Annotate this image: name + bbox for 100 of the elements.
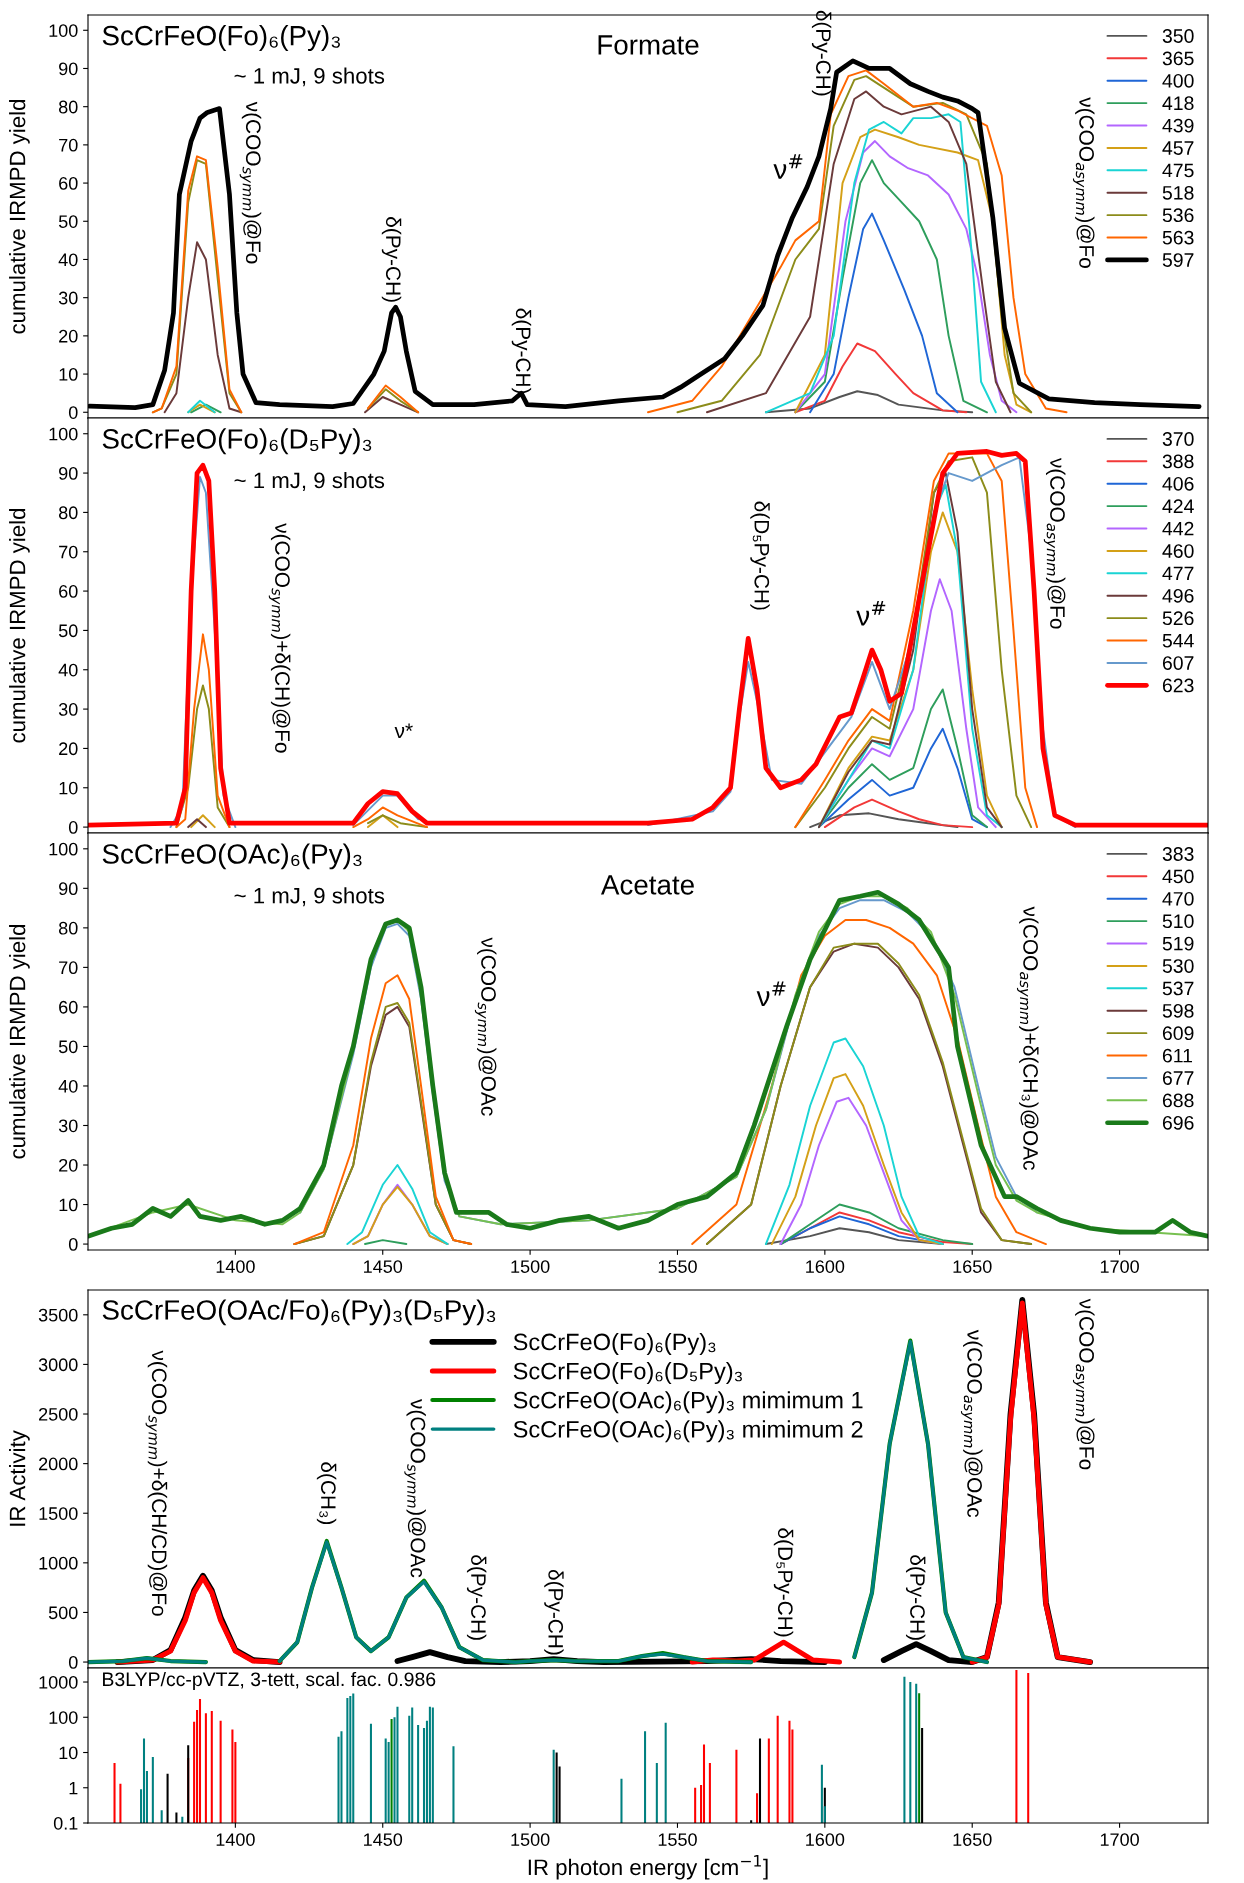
legend-label: 696 (1162, 1115, 1194, 1130)
annotation: δ(Py-CH) (381, 217, 402, 302)
legend-label: 383 (1162, 847, 1194, 861)
annotation: ν(COO$_{symm}$)@OAc (474, 937, 497, 1116)
annotation: δ(Py-CH) (466, 1555, 487, 1640)
legend-label: 623 (1162, 678, 1194, 693)
annotation: ν(COO$_{symm}$)+δ(CH)@Fo (268, 523, 291, 753)
legend-label: 460 (1162, 544, 1194, 558)
y-tick-label: 60 (59, 1000, 78, 1014)
legend-label: ScCrFeO(OAc)₆(Py)₃ mimimum 1 (513, 1391, 863, 1414)
y-tick-label: 100 (49, 24, 78, 37)
y-tick-label: 70 (59, 545, 78, 559)
y-tick-label: 0 (68, 821, 78, 834)
x-tick-label: 1400 (216, 1260, 255, 1273)
legend-label: 477 (1162, 566, 1194, 581)
chart-title: ScCrFeO(Fo)₆(D₅Py)₃ (102, 428, 372, 455)
y-tick-label: 90 (59, 467, 78, 480)
annotation: Acetate (600, 875, 694, 895)
legend-label: 406 (1162, 476, 1194, 491)
annotation: ν(COO$_{symm}$)+δ(CH/CD)@Fo (145, 1350, 168, 1616)
legend-label: ScCrFeO(Fo)₆(Py)₃ (513, 1332, 716, 1355)
legend-label: 350 (1162, 29, 1194, 43)
x-tick-label: 1550 (658, 1260, 697, 1273)
x-tick-label: 1700 (1100, 1260, 1139, 1273)
chart-title: ScCrFeO(Fo)₆(Py)₃ (102, 25, 340, 51)
annotation: ν(COO$_{symm}$)@Fo (239, 101, 262, 264)
y-tick-label: 90 (59, 882, 78, 896)
legend-label: 530 (1162, 959, 1194, 973)
legend-label: 688 (1162, 1093, 1194, 1108)
y-tick-label: 500 (48, 1606, 78, 1620)
y-axis-title: IR Activity (9, 1430, 30, 1526)
legend-label: 519 (1162, 936, 1194, 951)
y-tick-label: 2500 (39, 1407, 78, 1421)
annotation: δ(Py-CH) (905, 1555, 926, 1640)
y-tick-label: 80 (58, 506, 78, 520)
y-tick-label: 3500 (38, 1308, 78, 1322)
legend-label: 365 (1162, 51, 1194, 66)
annotation: ν(COO$_{asymm}$)+δ(CH₃)@OAc (1016, 906, 1039, 1170)
legend-label: 510 (1162, 914, 1194, 929)
y-tick-label: 20 (59, 329, 78, 343)
legend-label: 475 (1162, 163, 1194, 178)
x-tick-label: 1600 (806, 1260, 845, 1273)
y-tick-label: 20 (59, 1158, 78, 1172)
y-tick-label: 50 (58, 215, 78, 228)
legend-label: 442 (1162, 521, 1194, 536)
legend-label: 544 (1162, 633, 1194, 648)
legend-label: 388 (1162, 454, 1194, 469)
text: ~ 1 mJ, 9 shots (234, 887, 385, 907)
x-tick-label: 1450 (364, 1833, 403, 1846)
legend-label: 370 (1162, 432, 1194, 446)
text: ~ 1 mJ, 9 shots (234, 471, 385, 491)
annotation: δ(D₅Py-CH) (750, 501, 770, 610)
x-tick-label: 1500 (511, 1833, 550, 1846)
x-axis-title: IR photon energy [cm$^{−1}$] (528, 1855, 768, 1880)
annotation: ν(COO$_{asymm}$)@Fo (1072, 97, 1095, 268)
x-tick-label: 1500 (511, 1260, 550, 1273)
y-tick-label: 30 (58, 1119, 78, 1133)
y-tick-label: 100 (49, 1711, 78, 1724)
y-tick-label: 2000 (39, 1457, 78, 1471)
legend-label: 536 (1162, 208, 1194, 223)
y-tick-label: 0 (68, 1238, 78, 1251)
y-tick-label: 20 (59, 742, 78, 756)
annotation: δ(CH₃) (316, 1462, 337, 1525)
y-tick-label: 1000 (39, 1556, 78, 1570)
y-tick-label: 40 (58, 663, 78, 677)
legend-label: ScCrFeO(Fo)₆(D₅Py)₃ (513, 1362, 742, 1385)
annotation: δ(Py-CH) (544, 1569, 564, 1655)
annotation: δ(Py-CH) (811, 10, 832, 96)
chart-title: ScCrFeO(OAc/Fo)₆(Py)₃(D₅Py)₃ (102, 1299, 496, 1326)
legend-label: 526 (1162, 611, 1194, 626)
text: ~ 1 mJ, 9 shots (234, 67, 385, 87)
x-tick-label: 1650 (953, 1260, 992, 1273)
y-tick-label: 90 (59, 62, 78, 76)
y-tick-label: 10 (59, 368, 78, 381)
legend-label: 598 (1162, 1003, 1194, 1018)
annotation: ν(COO$_{asymm}$)@Fo (1072, 1298, 1095, 1470)
annotation: δ(Py-CH) (511, 308, 532, 394)
annotation: ν$^{#}$ (773, 154, 803, 179)
legend-label: 400 (1162, 73, 1194, 88)
x-tick-label: 1600 (806, 1833, 845, 1846)
y-axis-title: cumulative IRMPD yield (9, 99, 30, 334)
y-tick-label: 70 (59, 961, 78, 975)
legend-label: 418 (1162, 96, 1194, 111)
annotation: ν(COO$_{asymm}$)@Fo (1043, 457, 1066, 629)
y-tick-label: 60 (59, 585, 78, 598)
legend-label: 677 (1162, 1071, 1194, 1085)
legend-label: 424 (1162, 499, 1194, 513)
y-tick-label: 40 (58, 1079, 78, 1093)
y-tick-label: 1 (69, 1781, 78, 1795)
y-tick-label: 80 (58, 921, 78, 935)
y-tick-label: 50 (58, 1040, 78, 1054)
y-tick-label: 0 (68, 1655, 78, 1669)
y-tick-label: 10 (59, 1746, 78, 1760)
y-tick-label: 60 (59, 177, 78, 190)
y-tick-label: 0 (68, 406, 78, 419)
y-tick-label: 40 (58, 253, 78, 267)
annotation: ν(COO$_{asymm}$)@OAc (960, 1329, 983, 1518)
x-tick-label: 1400 (216, 1833, 255, 1846)
y-tick-label: 80 (58, 100, 78, 114)
y-axis-title: cumulative IRMPD yield (9, 924, 30, 1159)
